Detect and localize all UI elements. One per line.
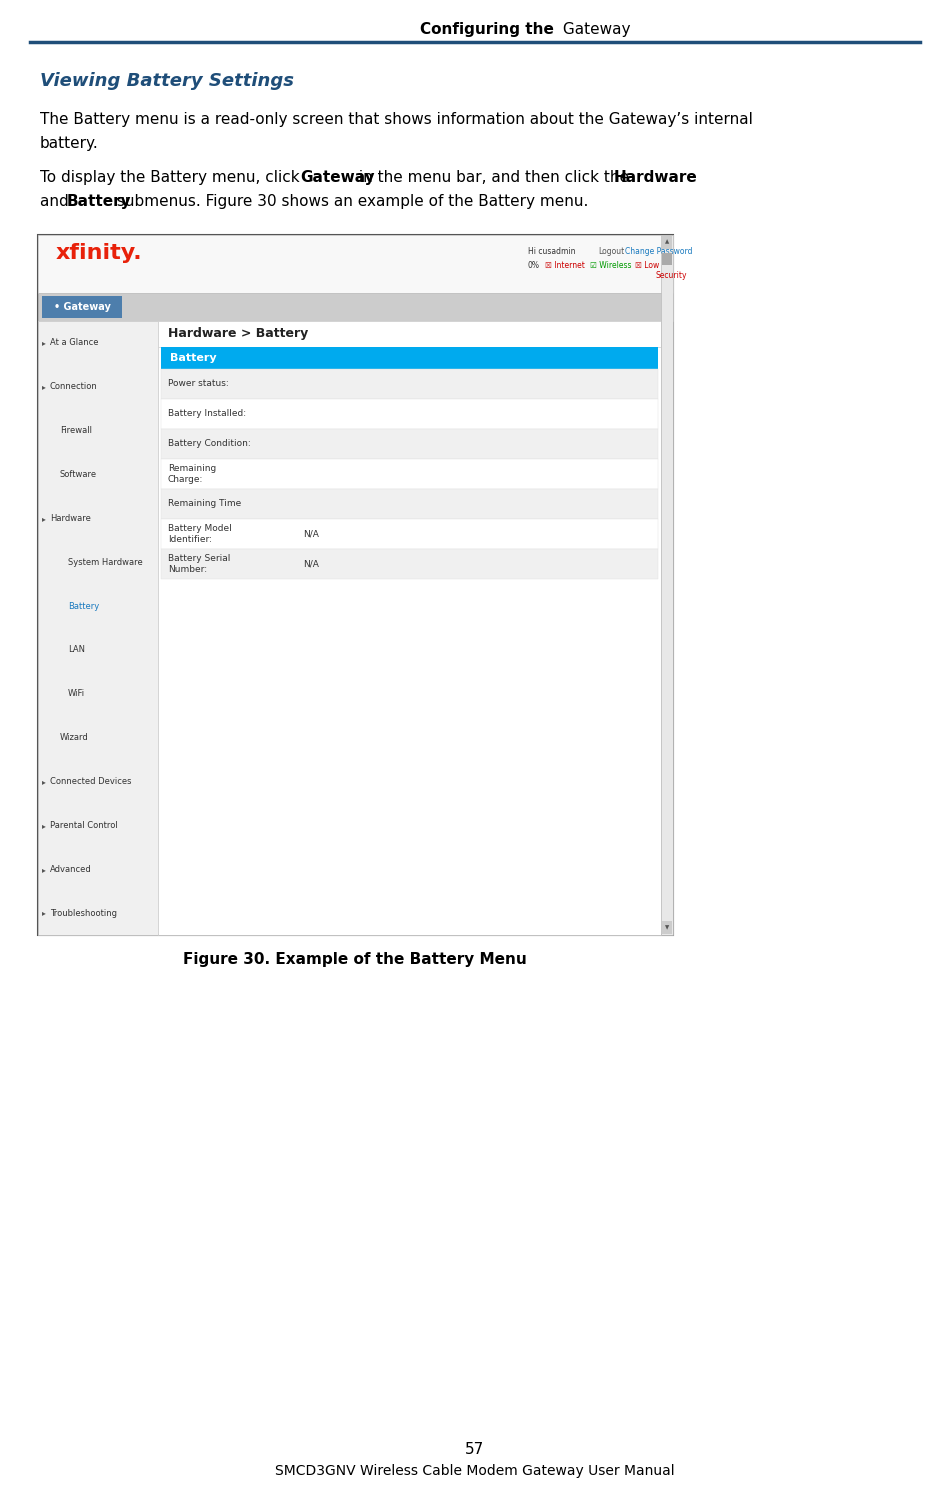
Bar [42,296,122,318]
Bar [662,236,672,249]
Bar [38,292,673,321]
Text: in the menu bar, and then click the: in the menu bar, and then click the [354,170,634,184]
Text: Configuring the: Configuring the [420,22,554,38]
Bar [662,254,672,266]
Text: ▲: ▲ [665,240,669,244]
Text: To display the Battery menu, click: To display the Battery menu, click [40,170,305,184]
Text: Remaining Time: Remaining Time [168,500,241,508]
Text: Power status:: Power status: [168,380,229,388]
Text: N/A: N/A [303,560,319,568]
Bar [661,236,673,934]
Text: ▸: ▸ [42,909,46,918]
Bar [161,369,658,399]
Text: Battery Condition:: Battery Condition: [168,440,251,448]
Bar [158,321,661,346]
Bar [38,236,673,934]
Text: ▸: ▸ [42,821,46,830]
Text: System Hardware: System Hardware [68,558,142,567]
Text: Viewing Battery Settings: Viewing Battery Settings [40,72,294,90]
Text: Battery: Battery [67,194,132,208]
Text: ▸: ▸ [42,382,46,392]
Bar [158,321,661,934]
Text: ☑ Wireless: ☑ Wireless [590,261,632,270]
Text: Figure 30. Example of the Battery Menu: Figure 30. Example of the Battery Menu [183,952,527,968]
Text: Hardware: Hardware [614,170,697,184]
Text: submenus. Figure 30 shows an example of the Battery menu.: submenus. Figure 30 shows an example of … [112,194,588,208]
Text: Hardware > Battery: Hardware > Battery [168,327,308,340]
Text: Battery: Battery [68,602,99,610]
Bar [161,459,658,489]
Bar [161,519,658,549]
Bar [38,321,158,934]
Text: SMCD3GNV Wireless Cable Modem Gateway User Manual: SMCD3GNV Wireless Cable Modem Gateway Us… [276,1464,674,1478]
Bar [38,236,673,292]
Text: Firewall: Firewall [60,426,92,435]
Text: Logout: Logout [598,248,624,256]
Bar [161,489,658,519]
Text: ▸: ▸ [42,864,46,873]
Text: Battery Serial
Number:: Battery Serial Number: [168,555,230,573]
Text: Battery Installed:: Battery Installed: [168,410,246,419]
Text: Connected Devices: Connected Devices [50,777,131,786]
Text: and: and [40,194,74,208]
Text: ▸: ▸ [42,339,46,348]
Text: ▸: ▸ [42,514,46,523]
Bar [161,346,658,369]
Text: Gateway: Gateway [558,22,631,38]
Text: 57: 57 [466,1442,484,1456]
Text: At a Glance: At a Glance [50,339,99,348]
Text: LAN: LAN [68,645,85,654]
Text: ☒ Low: ☒ Low [635,261,659,270]
Text: Battery Model
Identifier:: Battery Model Identifier: [168,525,232,543]
Text: Software: Software [60,470,97,478]
Bar [662,921,672,934]
Text: Hi cusadmin: Hi cusadmin [528,248,576,256]
Text: Connection: Connection [50,382,98,392]
Text: • Gateway: • Gateway [53,302,110,312]
Text: Troubleshooting: Troubleshooting [50,909,117,918]
Text: Change Password: Change Password [625,248,693,256]
Text: The Battery menu is a read-only screen that shows information about the Gateway’: The Battery menu is a read-only screen t… [40,112,752,128]
Text: Wizard: Wizard [60,734,88,742]
Text: ▼: ▼ [665,926,669,930]
Text: battery.: battery. [40,136,99,152]
Text: Security: Security [656,272,688,280]
Text: Battery: Battery [170,352,217,363]
Text: Hardware: Hardware [50,514,91,523]
Text: 0%: 0% [528,261,540,270]
Bar [161,549,658,579]
Bar [161,429,658,459]
Text: ▸: ▸ [42,777,46,786]
Text: WiFi: WiFi [68,690,86,699]
Text: xfinity.: xfinity. [56,243,142,262]
Bar [161,399,658,429]
Text: Parental Control: Parental Control [50,821,118,830]
Text: N/A: N/A [303,530,319,538]
Text: Gateway: Gateway [300,170,374,184]
Text: Remaining
Charge:: Remaining Charge: [168,465,217,483]
Text: Advanced: Advanced [50,864,92,873]
Text: ☒ Internet: ☒ Internet [545,261,585,270]
